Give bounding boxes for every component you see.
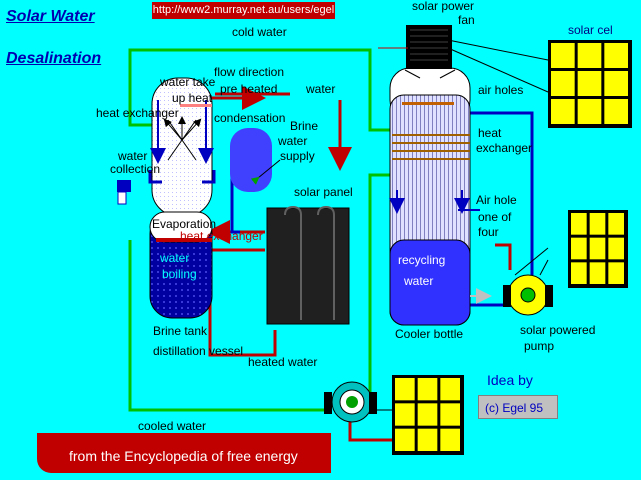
label-heated-water: heated water [248, 355, 318, 369]
source-url[interactable]: http://www2.murray.net.au/users/egel [152, 2, 335, 19]
label-brine: Brine [290, 119, 319, 133]
solar-cell-square [608, 213, 624, 235]
solar-cell-square [589, 213, 606, 235]
solar-cell-square [571, 262, 587, 284]
solar-cell-square [395, 428, 415, 451]
brine-supply [230, 128, 281, 192]
solar-cell-square [604, 71, 628, 96]
label-flow-direction: flow direction [214, 65, 285, 79]
label-cooled-water: cooled water [138, 419, 207, 433]
copyright-text: (c) Egel 95 [485, 401, 544, 415]
solar-cell-top-icon [548, 40, 632, 128]
label-fan: fan [458, 13, 475, 27]
label-one-of: one of [478, 210, 512, 224]
label-up-heat: up heat [172, 91, 213, 105]
solar-cell-square [395, 378, 415, 401]
label-brine-water: water [278, 134, 308, 148]
solar-cell-square [440, 403, 460, 426]
solar-cell-square [551, 43, 575, 68]
solar-cell-square [608, 262, 624, 284]
label-water-boiling-1: water [160, 251, 190, 265]
title-line-1: Solar Water [6, 8, 95, 25]
solar-cell-square [577, 43, 602, 68]
solar-cell-middle-icon [568, 210, 628, 288]
copyright-box: (c) Egel 95 [478, 395, 558, 419]
label-cold-water: cold water [232, 25, 287, 39]
solar-cell-square [417, 428, 438, 451]
solar-cell-square [571, 213, 587, 235]
label-water-collection-2: collection [110, 162, 161, 176]
label-four: four [478, 225, 499, 239]
brine-tank [149, 211, 213, 319]
condenser-dome [148, 77, 216, 217]
label-recycling-water: water [404, 274, 434, 288]
solar-cell-square [551, 71, 575, 96]
solar-cell-square [417, 378, 438, 401]
solar-cell-square [608, 237, 624, 260]
label-solar-power: solar power [412, 0, 475, 13]
label-brine-tank: Brine tank [153, 324, 208, 338]
cooler-bottle [389, 67, 492, 326]
label-distillation-vessel: distillation vessel [153, 344, 244, 358]
label-evaporation: Evaporation [152, 217, 217, 231]
cooler-pipe [230, 111, 534, 307]
solar-panel-icon [266, 205, 350, 325]
label-water: water [306, 82, 336, 96]
label-heat-right: heat [478, 126, 502, 140]
title-line-2: Desalination [6, 50, 102, 67]
label-pump: pump [524, 339, 555, 353]
label-air-holes: air holes [478, 83, 524, 97]
footer-banner: from the Encyclopedia of free energy [37, 433, 331, 473]
solar-cell-square [604, 99, 628, 124]
circulation-pump-icon [324, 381, 377, 423]
credit-idea: Idea by [487, 372, 533, 388]
solar-cell-square [577, 71, 602, 96]
solar-cell-square [589, 262, 606, 284]
label-exchanger-right: exchanger [476, 141, 533, 155]
solar-cell-square [440, 378, 460, 401]
label-solar-panel: solar panel [294, 185, 353, 199]
solar-pump-icon [503, 274, 553, 316]
cold-water-pipe [128, 48, 392, 132]
label-water-collection-1: water [118, 149, 148, 163]
label-solar-powered: solar powered [520, 323, 596, 337]
label-recycling: recycling [398, 253, 446, 267]
water-collection-tap [117, 180, 131, 205]
label-heat-exchanger-left: heat exchanger [96, 106, 179, 120]
label-pre-heated: pre heated [220, 82, 278, 96]
solar-cell-square [551, 99, 575, 124]
fan-icon [378, 25, 456, 79]
label-condensation: condensation [214, 111, 286, 125]
solar-cell-square [577, 99, 602, 124]
label-water-take: water take [160, 75, 216, 89]
label-solar-cell: solar cel [568, 23, 613, 37]
solar-cell-square [417, 403, 438, 426]
solar-cell-square [571, 237, 587, 260]
solar-cell-bottom-icon [392, 375, 464, 455]
label-water-boiling-2: boiling [162, 267, 197, 281]
footer-text: from the Encyclopedia of free energy [69, 448, 298, 464]
solar-cell-square [589, 237, 606, 260]
solar-cell-square [395, 403, 415, 426]
solar-cell-square [604, 43, 628, 68]
label-brine-supply: supply [280, 149, 315, 163]
solar-cell-square [440, 428, 460, 451]
label-air-hole: Air hole [476, 193, 517, 207]
label-cooler-bottle: Cooler bottle [395, 327, 464, 341]
label-heat-exchanger-bottom: heat exchanger [180, 229, 263, 243]
